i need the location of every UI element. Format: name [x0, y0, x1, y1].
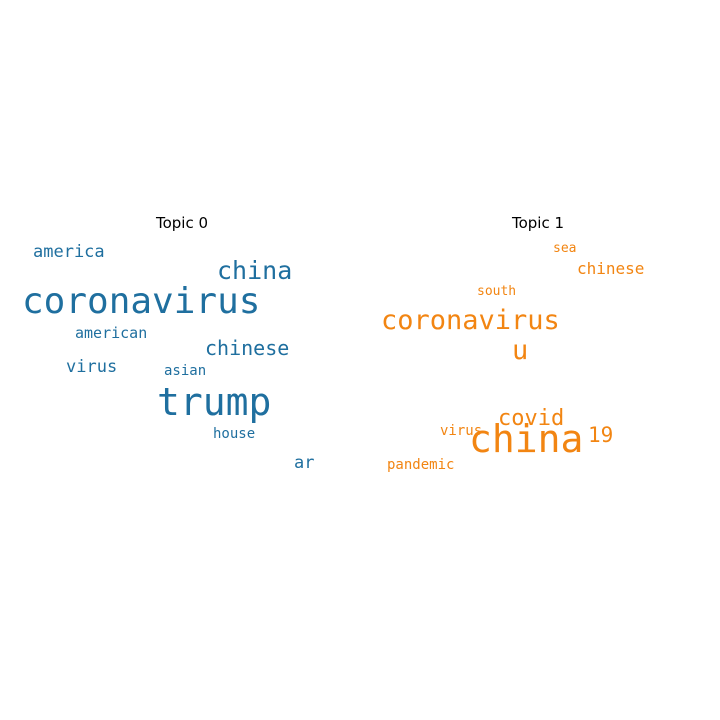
topic-0-word-trump: trump [157, 380, 272, 424]
topic-1-word-u: u [512, 335, 529, 366]
topic-1-word-china: china [469, 417, 584, 461]
topic-0-wordcloud: Topic 0 coronavirus trump china chinese amer… [22, 200, 342, 500]
topic-0-word-america: america [33, 242, 105, 262]
topic-1-word-19: 19 [588, 423, 614, 447]
topic-0-word-american: american [75, 324, 148, 342]
topic-1-word-sea: sea [553, 241, 577, 256]
topic-0-word-asian: asian [164, 363, 207, 379]
topic-1-word-pandemic: pandemic [387, 457, 455, 473]
topic-0-word-virus: virus [66, 357, 118, 377]
topic-0-title: Topic 0 [155, 214, 209, 232]
topic-0-word-chinese: chinese [205, 336, 290, 360]
topic-1-word-south: south [477, 284, 517, 299]
topic-1-word-coronavirus: coronavirus [381, 305, 560, 336]
topic-0-word-house: house [213, 426, 256, 442]
topic-1-title: Topic 1 [511, 214, 565, 232]
topic-0-word-ar: ar [294, 453, 315, 473]
topic-0-word-china: china [217, 256, 293, 285]
topic-1-word-chinese: chinese [577, 259, 645, 278]
topic-0-word-coronavirus: coronavirus [22, 281, 261, 322]
topic-1-word-covid: covid [498, 406, 565, 431]
topic-1-wordcloud: Topic 1 china coronavirus u covid 19 chinese p… [378, 200, 698, 500]
topic-1-word-virus: virus [440, 423, 483, 439]
